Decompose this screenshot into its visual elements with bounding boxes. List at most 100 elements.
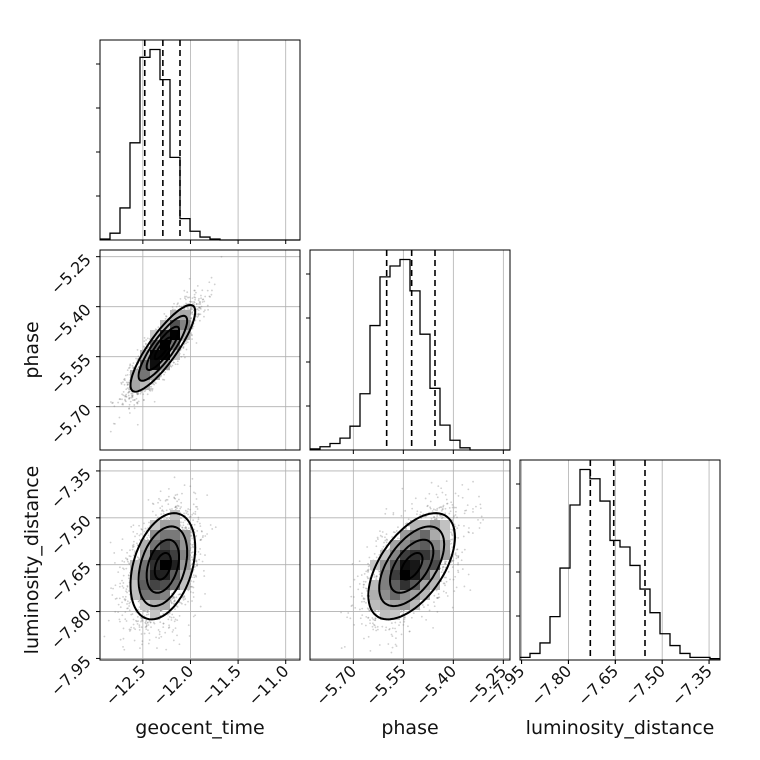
sample-point: [184, 519, 186, 522]
sample-point: [120, 549, 123, 551]
sample-point: [128, 609, 131, 612]
sample-point: [114, 561, 116, 564]
sample-point: [187, 527, 190, 530]
sample-point: [119, 620, 121, 623]
sample-point: [103, 635, 106, 638]
sample-point: [127, 391, 130, 394]
sample-point: [168, 624, 170, 627]
sample-point: [168, 626, 171, 629]
sample-point: [194, 296, 197, 299]
sample-point: [128, 407, 130, 410]
sample-point: [147, 629, 149, 632]
sample-point: [132, 399, 134, 401]
sample-point: [132, 618, 135, 621]
sample-point: [195, 564, 198, 567]
sample-point: [118, 398, 121, 400]
sample-point: [136, 615, 139, 618]
sample-point: [112, 401, 114, 404]
sample-point: [186, 291, 189, 294]
sample-point: [128, 605, 131, 607]
hist-bar: [190, 231, 200, 240]
sample-point: [172, 602, 175, 605]
sample-point: [192, 591, 195, 594]
sample-point: [128, 628, 131, 631]
sample-point: [142, 393, 145, 396]
sample-point: [171, 630, 174, 633]
hist-bar: [160, 80, 170, 240]
sample-point: [123, 598, 126, 601]
hist-bar: [680, 653, 690, 660]
sample-point: [131, 392, 134, 395]
sample-point: [136, 393, 139, 396]
sample-point: [134, 535, 136, 538]
hist-bar: [620, 547, 630, 660]
hist-step-line: [310, 258, 510, 451]
sample-point: [213, 283, 216, 286]
sample-point: [190, 307, 192, 310]
sample-point: [133, 639, 136, 642]
sample-point: [132, 540, 135, 543]
sample-point: [195, 505, 197, 508]
sample-point: [158, 497, 160, 500]
sample-point: [159, 621, 162, 624]
sample-point: [125, 620, 128, 622]
density-cell: [180, 310, 190, 320]
sample-point: [180, 521, 182, 524]
sample-point: [177, 498, 180, 501]
sample-point: [192, 546, 195, 549]
sample-point: [189, 300, 192, 303]
sample-point: [214, 526, 217, 529]
sample-point: [149, 387, 152, 390]
sample-point: [179, 507, 182, 510]
sample-point: [136, 532, 138, 535]
sample-point: [208, 281, 211, 284]
sample-point: [165, 315, 167, 317]
sample-point: [147, 642, 150, 645]
sample-point: [185, 348, 188, 351]
sample-point: [197, 309, 200, 312]
sample-point: [172, 639, 175, 642]
sample-point: [145, 613, 148, 616]
sample-point: [195, 303, 198, 306]
sample-point: [153, 400, 156, 403]
sample-point: [122, 627, 125, 630]
sample-point: [189, 515, 192, 518]
sample-point: [112, 587, 114, 590]
sample-point: [113, 552, 116, 554]
sample-point: [136, 401, 139, 404]
sample-point: [199, 319, 201, 322]
sample-point: [191, 338, 193, 340]
sample-point: [143, 340, 146, 343]
sample-point: [189, 485, 192, 488]
sample-point: [129, 601, 132, 604]
sample-point: [123, 377, 126, 380]
sample-point: [146, 393, 149, 396]
sample-point: [194, 513, 197, 515]
sample-point: [126, 603, 128, 605]
sample-point: [204, 592, 206, 595]
hist-bar: [570, 505, 580, 660]
sample-point: [130, 626, 133, 629]
sample-point: [146, 337, 149, 340]
sample-point: [211, 528, 214, 530]
sample-point: [196, 520, 199, 523]
sample-point: [120, 381, 123, 384]
sample-point: [122, 390, 125, 393]
sample-point: [187, 624, 190, 627]
sample-point: [174, 497, 177, 500]
hist-bar: [530, 653, 540, 660]
sample-point: [199, 313, 202, 316]
sample-point: [180, 506, 183, 508]
sample-point: [128, 398, 130, 400]
sample-point: [125, 395, 128, 398]
hist-bar: [420, 334, 430, 450]
sample-point: [201, 289, 204, 292]
sample-point: [199, 548, 201, 550]
sample-point: [136, 348, 139, 351]
sample-point: [190, 313, 192, 315]
sample-point: [121, 601, 123, 604]
sample-point: [131, 395, 134, 398]
hist-bar: [600, 501, 610, 660]
sample-point: [153, 622, 156, 625]
sample-point: [143, 632, 146, 635]
